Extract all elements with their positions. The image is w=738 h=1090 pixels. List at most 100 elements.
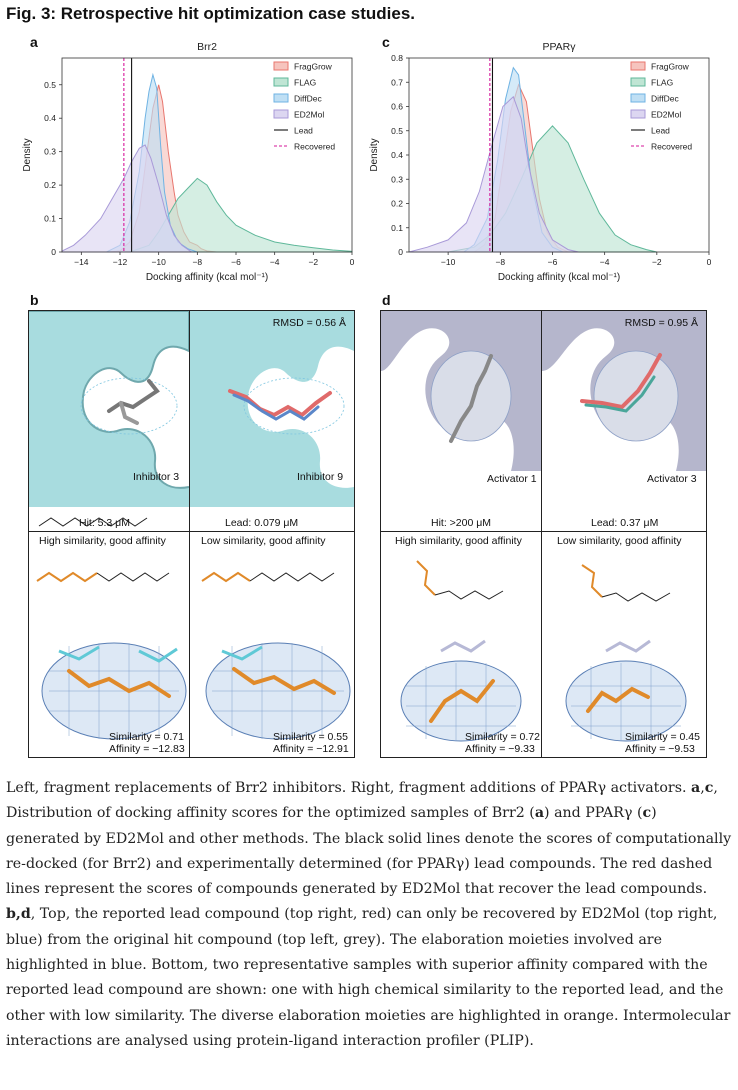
rmsd-label-d: RMSD = 0.95 Å bbox=[624, 317, 698, 329]
chart-title: Brr2 bbox=[197, 41, 217, 53]
sample1-title-b: High similarity, good affinity bbox=[39, 535, 166, 547]
caption-text-3: ) and PPARγ ( bbox=[544, 805, 643, 822]
caption-text-5: , Top, the reported lead compound (top r… bbox=[6, 906, 731, 1049]
column-divider bbox=[189, 311, 190, 757]
legend-label: FragGrow bbox=[294, 62, 333, 72]
x-tick-label: −10 bbox=[151, 257, 166, 267]
legend-label: Recovered bbox=[294, 142, 335, 152]
x-tick-label: −8 bbox=[495, 257, 505, 267]
sample2-affinity-d: Affinity = −9.53 bbox=[625, 743, 695, 755]
sample2-affinity-b: Affinity = −12.91 bbox=[273, 743, 349, 755]
y-tick-label: 0.2 bbox=[391, 199, 403, 209]
x-tick-label: −10 bbox=[441, 257, 456, 267]
sample1-title-d: High similarity, good affinity bbox=[395, 535, 522, 547]
lead-compound-name-d: Activator 3 bbox=[647, 473, 697, 485]
plot-frame bbox=[61, 57, 353, 253]
legend-swatch bbox=[273, 109, 289, 119]
rmsd-label-b: RMSD = 0.56 Å bbox=[272, 317, 346, 329]
y-tick-label: 0.5 bbox=[391, 126, 403, 136]
x-tick-label: −4 bbox=[270, 257, 280, 267]
x-axis-label: Docking affinity (kcal mol⁻¹) bbox=[146, 272, 268, 283]
legend-label: DiffDec bbox=[651, 94, 679, 104]
sample2-similarity-b: Similarity = 0.55 bbox=[273, 731, 348, 743]
caption-text-2: , Distribution of docking affinity score… bbox=[6, 780, 718, 822]
y-tick-label: 0.6 bbox=[391, 102, 403, 112]
y-tick-label: 0.5 bbox=[44, 80, 56, 90]
y-tick-label: 0.3 bbox=[44, 147, 56, 157]
y-tick-label: 0 bbox=[51, 247, 56, 257]
hit-compound-name-b: Inhibitor 3 bbox=[133, 471, 180, 483]
x-tick-label: −4 bbox=[600, 257, 610, 267]
y-tick-label: 0.4 bbox=[391, 150, 403, 160]
hit-compound-name-d: Activator 1 bbox=[487, 473, 537, 485]
y-tick-label: 0.2 bbox=[44, 180, 56, 190]
y-tick-label: 0 bbox=[398, 247, 403, 257]
density-chart-ppar: PPARγ −10 −8 −6 −4 −2 0 0 0.1 0.2 0.3 0.4 0.5 0.6 0.7 0… bbox=[369, 41, 712, 283]
x-tick-label: 0 bbox=[350, 257, 355, 267]
legend-label: ED2Mol bbox=[294, 110, 324, 120]
legend-swatch bbox=[273, 93, 289, 103]
legend-label: DiffDec bbox=[294, 94, 322, 104]
density-chart-brr2: Brr2 −14 −12 −10 −8 −6 −4 −2 0 0 0.1 0.2 0.3 0.4 0.5 Do… bbox=[22, 41, 355, 283]
legend-swatch bbox=[630, 77, 646, 87]
y-tick-label: 0.4 bbox=[44, 113, 56, 123]
y-axis-label: Density bbox=[369, 138, 380, 171]
figure-caption: Left, fragment replacements of Brr2 inhi… bbox=[6, 776, 734, 1054]
x-tick-label: −12 bbox=[113, 257, 128, 267]
lead-compound-name-b: Inhibitor 9 bbox=[297, 471, 344, 483]
y-axis-label: Density bbox=[22, 138, 33, 171]
legend-swatch bbox=[273, 77, 289, 87]
legend-label: FLAG bbox=[651, 78, 673, 88]
caption-bold-bd: b,d bbox=[6, 906, 31, 923]
legend-swatch bbox=[630, 109, 646, 119]
hit-pose-image-d bbox=[381, 311, 541, 471]
column-divider bbox=[541, 311, 542, 757]
panel-letter-d: d bbox=[382, 292, 391, 308]
legend-label: Lead bbox=[651, 126, 670, 136]
density-series-ed2mol bbox=[408, 95, 579, 253]
lead-pose-image-d: RMSD = 0.95 Å bbox=[542, 311, 706, 471]
lead-value-d: Lead: 0.37 μM bbox=[591, 517, 659, 529]
sample1-image-d bbox=[381, 551, 541, 757]
sample1-image-b bbox=[29, 551, 189, 757]
sample1-similarity-b: Similarity = 0.71 bbox=[109, 731, 184, 743]
caption-bold-a: a bbox=[691, 780, 701, 796]
caption-text-4: ) generated by ED2Mol and other methods.… bbox=[6, 805, 732, 898]
caption-text-1: Left, fragment replacements of Brr2 inhi… bbox=[6, 780, 692, 796]
x-tick-label: −8 bbox=[192, 257, 202, 267]
y-tick-label: 0.1 bbox=[391, 223, 403, 233]
legend-label: Recovered bbox=[651, 142, 692, 152]
x-axis-label: Docking affinity (kcal mol⁻¹) bbox=[498, 272, 620, 283]
hit-pose-image bbox=[29, 311, 189, 507]
caption-bold-c2: c bbox=[642, 805, 652, 822]
x-tick-label: −6 bbox=[231, 257, 241, 267]
sample1-affinity-b: Affinity = −12.83 bbox=[109, 743, 185, 755]
structure-panel-d: RMSD = 0.95 Å Activator 1 Activator 3 Hi… bbox=[380, 310, 707, 758]
legend-label: Lead bbox=[294, 126, 313, 136]
x-tick-label: −2 bbox=[652, 257, 662, 267]
hit-value-b: Hit: 5.3 μM bbox=[79, 517, 130, 529]
x-tick-label: −2 bbox=[308, 257, 318, 267]
row-divider bbox=[381, 531, 706, 532]
sample1-affinity-d: Affinity = −9.33 bbox=[465, 743, 535, 755]
row-divider bbox=[29, 531, 354, 532]
legend-label: ED2Mol bbox=[651, 110, 681, 120]
lead-value-b: Lead: 0.079 μM bbox=[225, 517, 299, 529]
y-tick-label: 0.8 bbox=[391, 53, 403, 63]
caption-bold-c: c bbox=[704, 780, 714, 796]
chart-title: PPARγ bbox=[542, 41, 576, 53]
panel-letter-c: c bbox=[382, 34, 390, 50]
sample2-similarity-d: Similarity = 0.45 bbox=[625, 731, 700, 743]
sample2-image-d bbox=[542, 551, 706, 757]
structure-panel-b: RMSD = 0.56 Å Inhibitor 3 Inhibitor 9 Hi… bbox=[28, 310, 355, 758]
legend-swatch bbox=[630, 61, 646, 71]
density-series-ed2mol bbox=[61, 144, 192, 253]
hit-value-d: Hit: >200 μM bbox=[431, 517, 492, 529]
legend-swatch bbox=[630, 93, 646, 103]
sample2-title-b: Low similarity, good affinity bbox=[201, 535, 326, 547]
x-tick-label: −6 bbox=[548, 257, 558, 267]
legend-label: FLAG bbox=[294, 78, 316, 88]
panel-letter-b: b bbox=[30, 292, 39, 308]
x-tick-label: 0 bbox=[707, 257, 712, 267]
lead-pose-image: RMSD = 0.56 Å bbox=[190, 311, 354, 507]
